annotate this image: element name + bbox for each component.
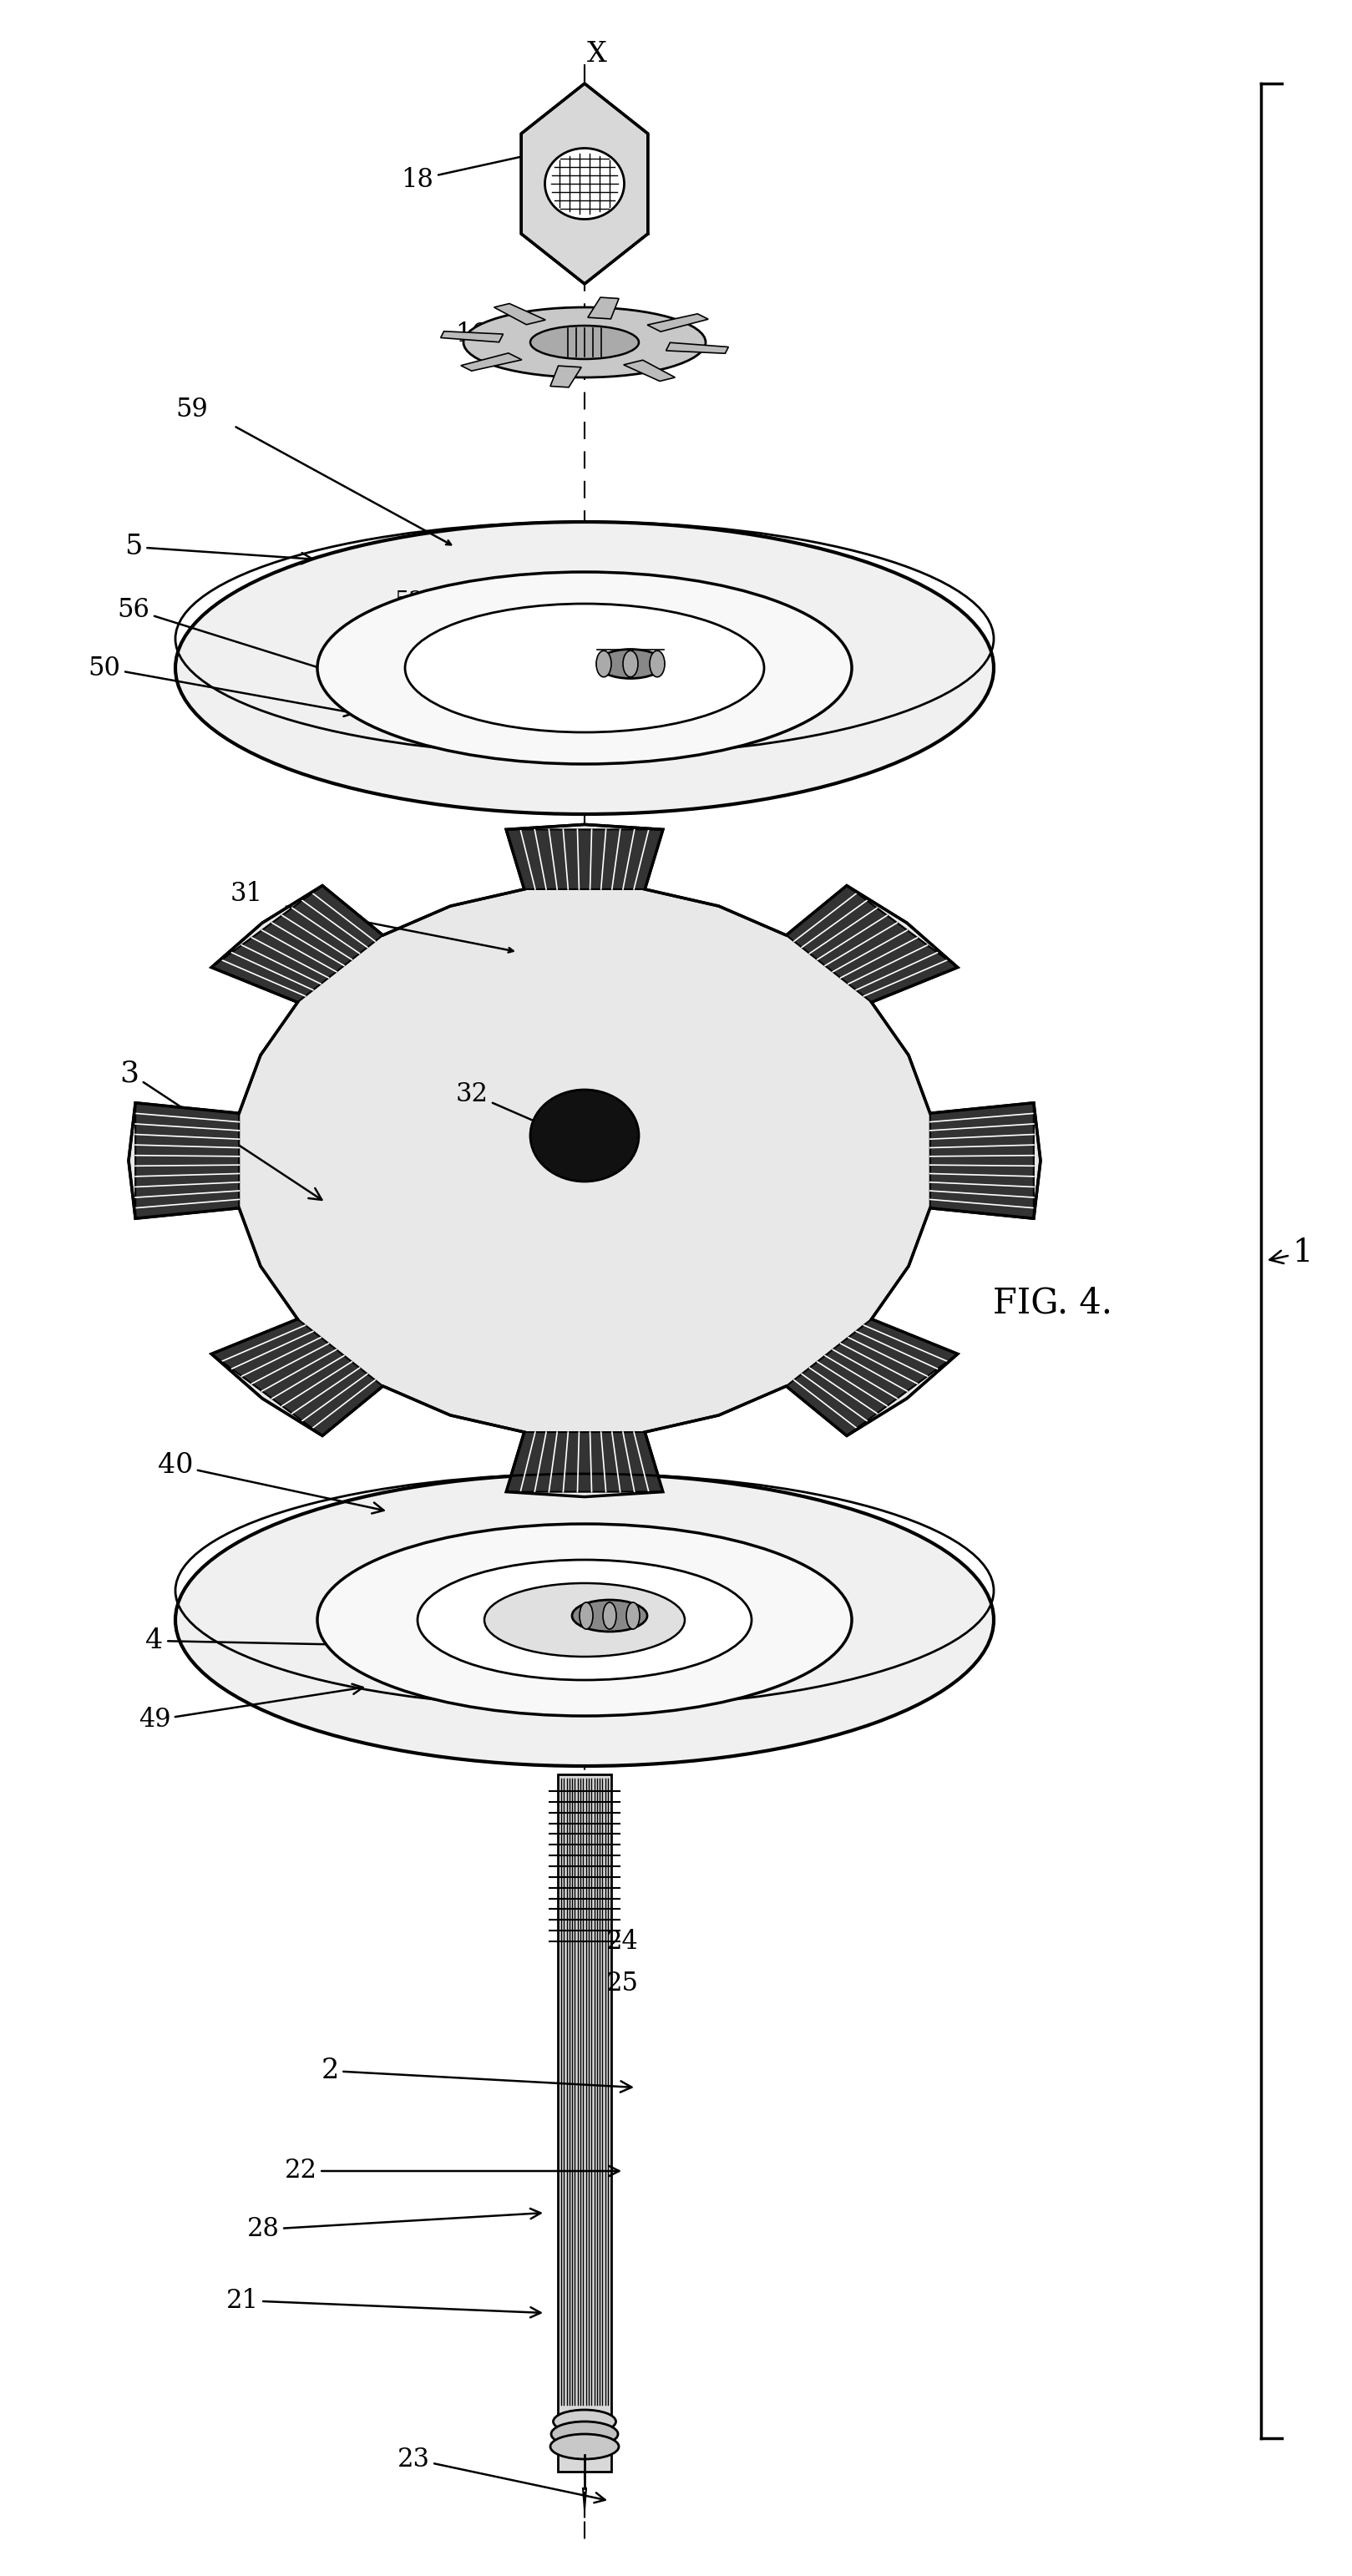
Ellipse shape: [484, 1584, 684, 1656]
Text: 32: 32: [456, 1082, 564, 1133]
Text: 59: 59: [176, 397, 208, 422]
Ellipse shape: [650, 652, 665, 677]
Text: 4: 4: [146, 1628, 354, 1654]
Text: 52: 52: [395, 590, 606, 665]
Ellipse shape: [552, 2421, 618, 2447]
Ellipse shape: [418, 1561, 752, 1680]
Polygon shape: [441, 332, 503, 343]
Ellipse shape: [530, 1090, 639, 1182]
Ellipse shape: [598, 649, 664, 677]
Text: 31: 31: [230, 881, 262, 907]
Polygon shape: [128, 824, 1041, 1497]
Text: 28: 28: [247, 2208, 541, 2244]
Polygon shape: [506, 829, 662, 889]
Text: 3: 3: [120, 1059, 322, 1200]
Polygon shape: [623, 361, 675, 381]
Polygon shape: [648, 314, 708, 332]
FancyBboxPatch shape: [558, 1775, 611, 2470]
Text: 21: 21: [226, 2287, 541, 2318]
Text: X: X: [587, 41, 607, 67]
Text: 58: 58: [649, 611, 679, 634]
Text: 40: 40: [158, 1453, 384, 1515]
Ellipse shape: [318, 572, 852, 765]
Text: FIG. 4.: FIG. 4.: [992, 1285, 1111, 1319]
Text: 2: 2: [320, 2058, 631, 2092]
Text: 23: 23: [397, 2447, 606, 2504]
Polygon shape: [461, 353, 522, 371]
Ellipse shape: [545, 149, 625, 219]
Polygon shape: [930, 1103, 1034, 1218]
Text: 38: 38: [598, 1136, 630, 1162]
Polygon shape: [787, 886, 957, 1002]
Text: 16: 16: [456, 322, 630, 350]
Ellipse shape: [176, 1473, 994, 1767]
Text: 42: 42: [423, 1577, 584, 1618]
Text: 1: 1: [1270, 1236, 1313, 1267]
Ellipse shape: [623, 652, 638, 677]
Text: 56: 56: [118, 598, 342, 677]
Polygon shape: [493, 304, 545, 325]
Text: 25: 25: [606, 1971, 638, 1996]
Text: 49: 49: [138, 1685, 362, 1734]
Ellipse shape: [596, 652, 611, 677]
Ellipse shape: [626, 1602, 639, 1628]
Ellipse shape: [406, 603, 764, 732]
Polygon shape: [522, 82, 648, 283]
Polygon shape: [211, 886, 383, 1002]
Ellipse shape: [553, 2409, 617, 2434]
Ellipse shape: [176, 523, 994, 814]
Ellipse shape: [603, 1602, 617, 1628]
Polygon shape: [667, 343, 729, 353]
Text: 48: 48: [615, 1605, 645, 1628]
Text: 24: 24: [606, 1929, 638, 1955]
Polygon shape: [588, 296, 619, 319]
Polygon shape: [211, 1319, 383, 1435]
Ellipse shape: [530, 325, 639, 358]
Ellipse shape: [550, 2434, 619, 2460]
Ellipse shape: [580, 1602, 594, 1628]
Text: 18: 18: [402, 131, 622, 193]
Text: 22: 22: [284, 2159, 619, 2184]
Ellipse shape: [318, 1525, 852, 1716]
Ellipse shape: [572, 1600, 648, 1631]
Polygon shape: [787, 1319, 957, 1435]
Polygon shape: [506, 1432, 662, 1492]
Text: 50: 50: [88, 654, 354, 716]
Polygon shape: [550, 366, 581, 386]
Polygon shape: [135, 1103, 239, 1218]
Ellipse shape: [464, 307, 706, 379]
Text: 5: 5: [124, 533, 312, 564]
